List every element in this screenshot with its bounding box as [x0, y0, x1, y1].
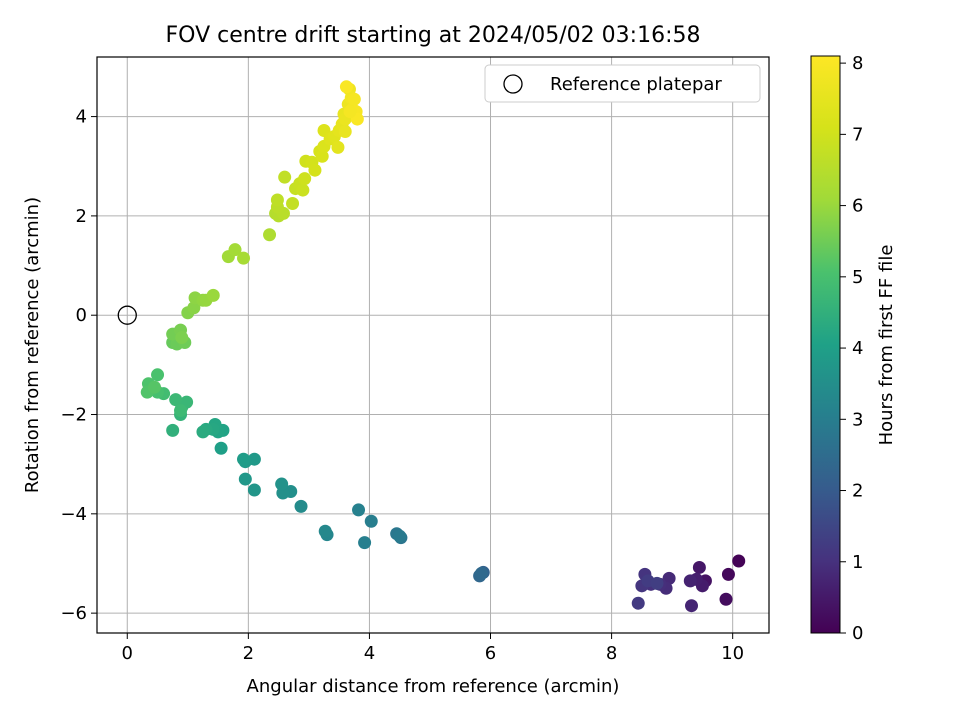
- legend-marker-icon: [503, 74, 523, 94]
- colorbar-tick-label: 5: [852, 267, 863, 288]
- data-point: [166, 423, 180, 437]
- x-tick-label: 0: [122, 643, 133, 664]
- data-point: [148, 380, 162, 394]
- data-point: [683, 574, 697, 588]
- grid-lines: [97, 57, 769, 633]
- data-point: [151, 368, 165, 382]
- colorbar-tick-label: 7: [852, 124, 863, 145]
- data-point: [238, 472, 252, 486]
- y-tick-label: 2: [76, 206, 87, 227]
- data-points: [117, 80, 746, 613]
- data-point: [474, 566, 488, 580]
- x-tick-label: 10: [721, 643, 744, 664]
- colorbar-gradient: [810, 55, 841, 634]
- colorbar-tick-label: 2: [852, 481, 863, 502]
- data-point: [237, 452, 251, 466]
- y-tick-label: −6: [60, 603, 87, 624]
- colorbar-tick-label: 4: [852, 338, 863, 359]
- data-point: [338, 124, 352, 138]
- data-point: [631, 596, 645, 610]
- data-point: [721, 567, 735, 581]
- data-point: [247, 483, 261, 497]
- data-point: [275, 477, 289, 491]
- x-tick-label: 2: [243, 643, 254, 664]
- colorbar-label: Hours from first FF file: [876, 245, 897, 446]
- data-point: [343, 105, 357, 119]
- data-point: [685, 599, 699, 613]
- data-point: [298, 172, 312, 186]
- colorbar-tick-label: 3: [852, 409, 863, 430]
- data-point: [187, 301, 201, 315]
- data-point: [318, 524, 332, 538]
- data-point: [278, 170, 292, 184]
- data-point: [315, 149, 329, 163]
- data-point: [214, 441, 228, 455]
- data-point: [719, 592, 733, 606]
- y-tick-label: −2: [60, 405, 87, 426]
- data-point: [294, 499, 308, 513]
- data-point: [296, 183, 310, 197]
- colorbar-tick-label: 6: [852, 196, 863, 217]
- legend-label: Reference platepar: [550, 74, 722, 95]
- data-point: [169, 393, 183, 407]
- data-point: [358, 536, 372, 550]
- data-point: [228, 243, 242, 257]
- data-point: [263, 228, 277, 242]
- data-point: [393, 529, 407, 543]
- x-axis-ticks: 0 2 4 6 8 10: [122, 633, 744, 664]
- data-point: [352, 503, 366, 517]
- colorbar-ticks: 0 1 2 3 4 5 6 7 8: [840, 53, 863, 644]
- colorbar: 0 1 2 3 4 5 6 7 8 Hours from first FF file: [810, 53, 897, 644]
- y-axis-ticks: −6 −4 −2 0 2 4: [60, 107, 97, 624]
- x-tick-label: 4: [364, 643, 375, 664]
- data-point: [237, 251, 251, 265]
- legend-box: [484, 64, 761, 103]
- data-point: [331, 140, 345, 154]
- colorbar-tick-label: 1: [852, 552, 863, 573]
- data-point: [286, 196, 300, 210]
- data-point: [347, 92, 361, 106]
- x-axis-label: Angular distance from reference (arcmin): [247, 676, 620, 697]
- colorbar-tick-label: 0: [852, 623, 863, 644]
- data-point: [270, 193, 284, 207]
- y-tick-label: −4: [60, 504, 87, 525]
- x-tick-label: 8: [606, 643, 617, 664]
- colorbar-tick-label: 8: [852, 53, 863, 74]
- data-point: [174, 404, 188, 418]
- plot-frame: [96, 56, 770, 634]
- data-point: [732, 554, 746, 568]
- data-point: [175, 331, 189, 345]
- data-point: [308, 163, 322, 177]
- data-point: [339, 80, 353, 94]
- data-point: [364, 514, 378, 528]
- chart-title: FOV centre drift starting at 2024/05/02 …: [166, 23, 701, 48]
- x-tick-label: 6: [485, 643, 496, 664]
- y-tick-label: 4: [76, 107, 87, 128]
- y-tick-label: 0: [76, 305, 87, 326]
- data-point: [196, 425, 210, 439]
- data-point: [650, 576, 664, 590]
- legend: Reference platepar: [484, 64, 761, 103]
- y-axis-label: Rotation from reference (arcmin): [22, 197, 43, 493]
- data-point: [206, 288, 220, 302]
- data-point: [692, 560, 706, 574]
- reference-marker: [117, 305, 137, 325]
